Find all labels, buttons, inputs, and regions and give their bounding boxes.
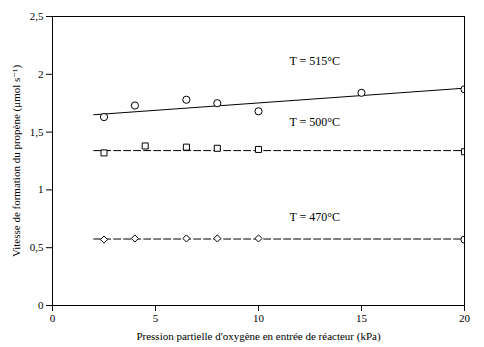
svg-text:T = 470°C: T = 470°C	[289, 210, 340, 224]
svg-text:20: 20	[459, 312, 471, 324]
svg-text:Vitesse de formation du propèn: Vitesse de formation du propène (μmol s⁻…	[10, 65, 23, 257]
svg-text:0,5: 0,5	[30, 241, 44, 253]
svg-text:2,5: 2,5	[30, 10, 44, 22]
svg-text:5: 5	[153, 312, 159, 324]
svg-text:15: 15	[356, 312, 368, 324]
svg-text:0: 0	[50, 312, 56, 324]
svg-text:0: 0	[38, 299, 44, 311]
svg-text:1: 1	[38, 183, 44, 195]
svg-text:T = 500°C: T = 500°C	[289, 115, 340, 129]
svg-text:10: 10	[253, 312, 265, 324]
svg-text:T = 515°C: T = 515°C	[289, 54, 340, 68]
svg-text:2: 2	[38, 68, 44, 80]
svg-text:1,5: 1,5	[30, 126, 44, 138]
svg-text:Pression partielle d'oxygène e: Pression partielle d'oxygène en entrée d…	[136, 330, 381, 343]
